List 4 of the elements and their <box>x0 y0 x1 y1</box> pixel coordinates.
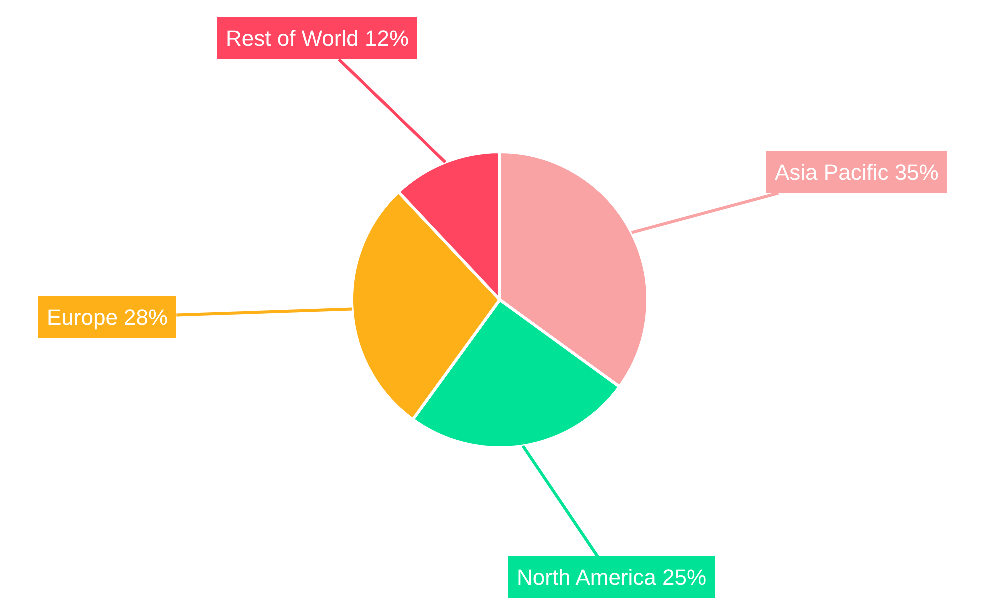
slice-label: Rest of World 12% <box>226 26 410 51</box>
slice-label: Asia Pacific 35% <box>775 160 939 185</box>
slice-label: Europe 28% <box>47 305 168 330</box>
slice-label: North America 25% <box>517 565 707 590</box>
